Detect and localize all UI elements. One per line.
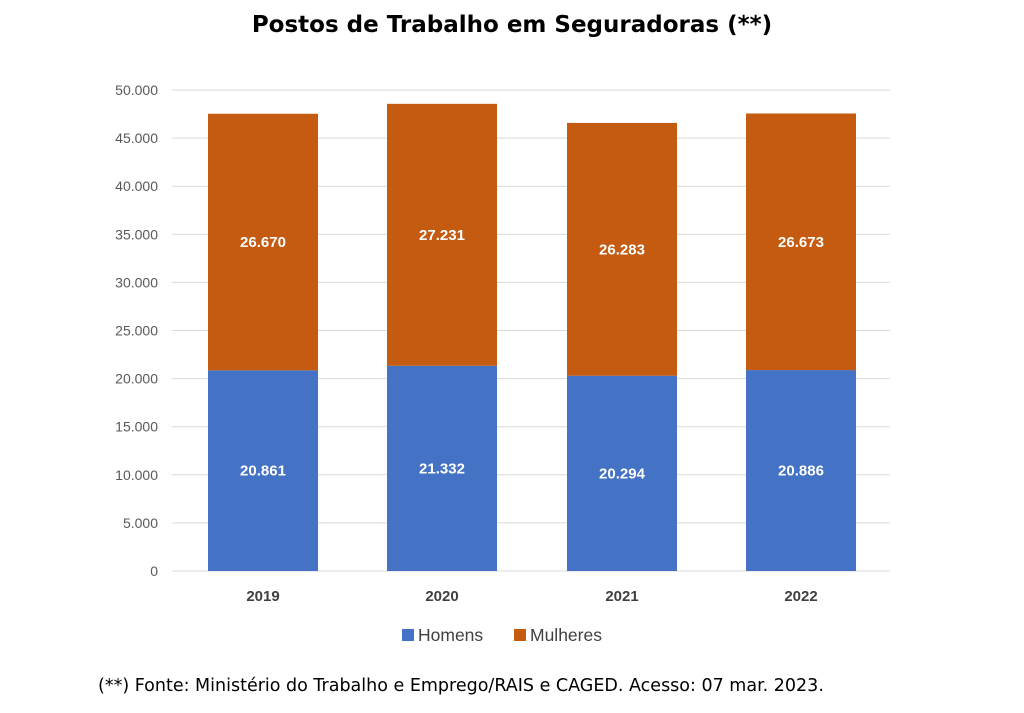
bar-mulheres-2022 [746, 113, 856, 371]
bar-homens-2020 [387, 365, 497, 571]
bar-mulheres-2019 [208, 113, 318, 371]
data-label: 26.283 [599, 241, 645, 258]
legend-label-mulheres: Mulheres [530, 625, 602, 645]
y-tick-label: 40.000 [115, 178, 158, 194]
x-tick-label: 2020 [425, 588, 458, 605]
y-tick-label: 45.000 [115, 130, 158, 146]
y-tick-label: 35.000 [115, 226, 158, 242]
bar-homens-2022 [746, 370, 856, 571]
chart-title: Postos de Trabalho em Seguradoras (**) [251, 12, 773, 38]
x-tick-label: 2019 [246, 588, 279, 605]
data-label: 20.861 [240, 463, 286, 480]
y-tick-label: 50.000 [115, 82, 158, 98]
x-tick-label: 2022 [784, 588, 817, 605]
data-label: 21.332 [419, 460, 465, 477]
data-label: 20.886 [778, 463, 824, 480]
data-label: 20.294 [599, 465, 646, 482]
data-label: 26.670 [240, 234, 286, 251]
y-tick-label: 0 [150, 563, 158, 579]
y-tick-label: 10.000 [115, 467, 158, 483]
y-tick-label: 25.000 [115, 323, 158, 339]
y-tick-label: 20.000 [115, 371, 158, 387]
bar-homens-2019 [208, 370, 318, 571]
y-tick-label: 15.000 [115, 419, 158, 435]
legend-swatch-homens [402, 629, 414, 641]
bar-homens-2021 [567, 375, 677, 571]
bar-mulheres-2020 [387, 103, 497, 366]
y-tick-label: 5.000 [123, 515, 158, 531]
data-label: 26.673 [778, 234, 824, 251]
x-tick-label: 2021 [605, 588, 638, 605]
bar-mulheres-2021 [567, 122, 677, 376]
data-label: 27.231 [419, 227, 465, 244]
y-tick-label: 30.000 [115, 274, 158, 290]
legend-label-homens: Homens [418, 625, 483, 645]
legend-swatch-mulheres [514, 629, 526, 641]
source-footnote: (**) Fonte: Ministério do Trabalho e Emp… [98, 676, 824, 696]
